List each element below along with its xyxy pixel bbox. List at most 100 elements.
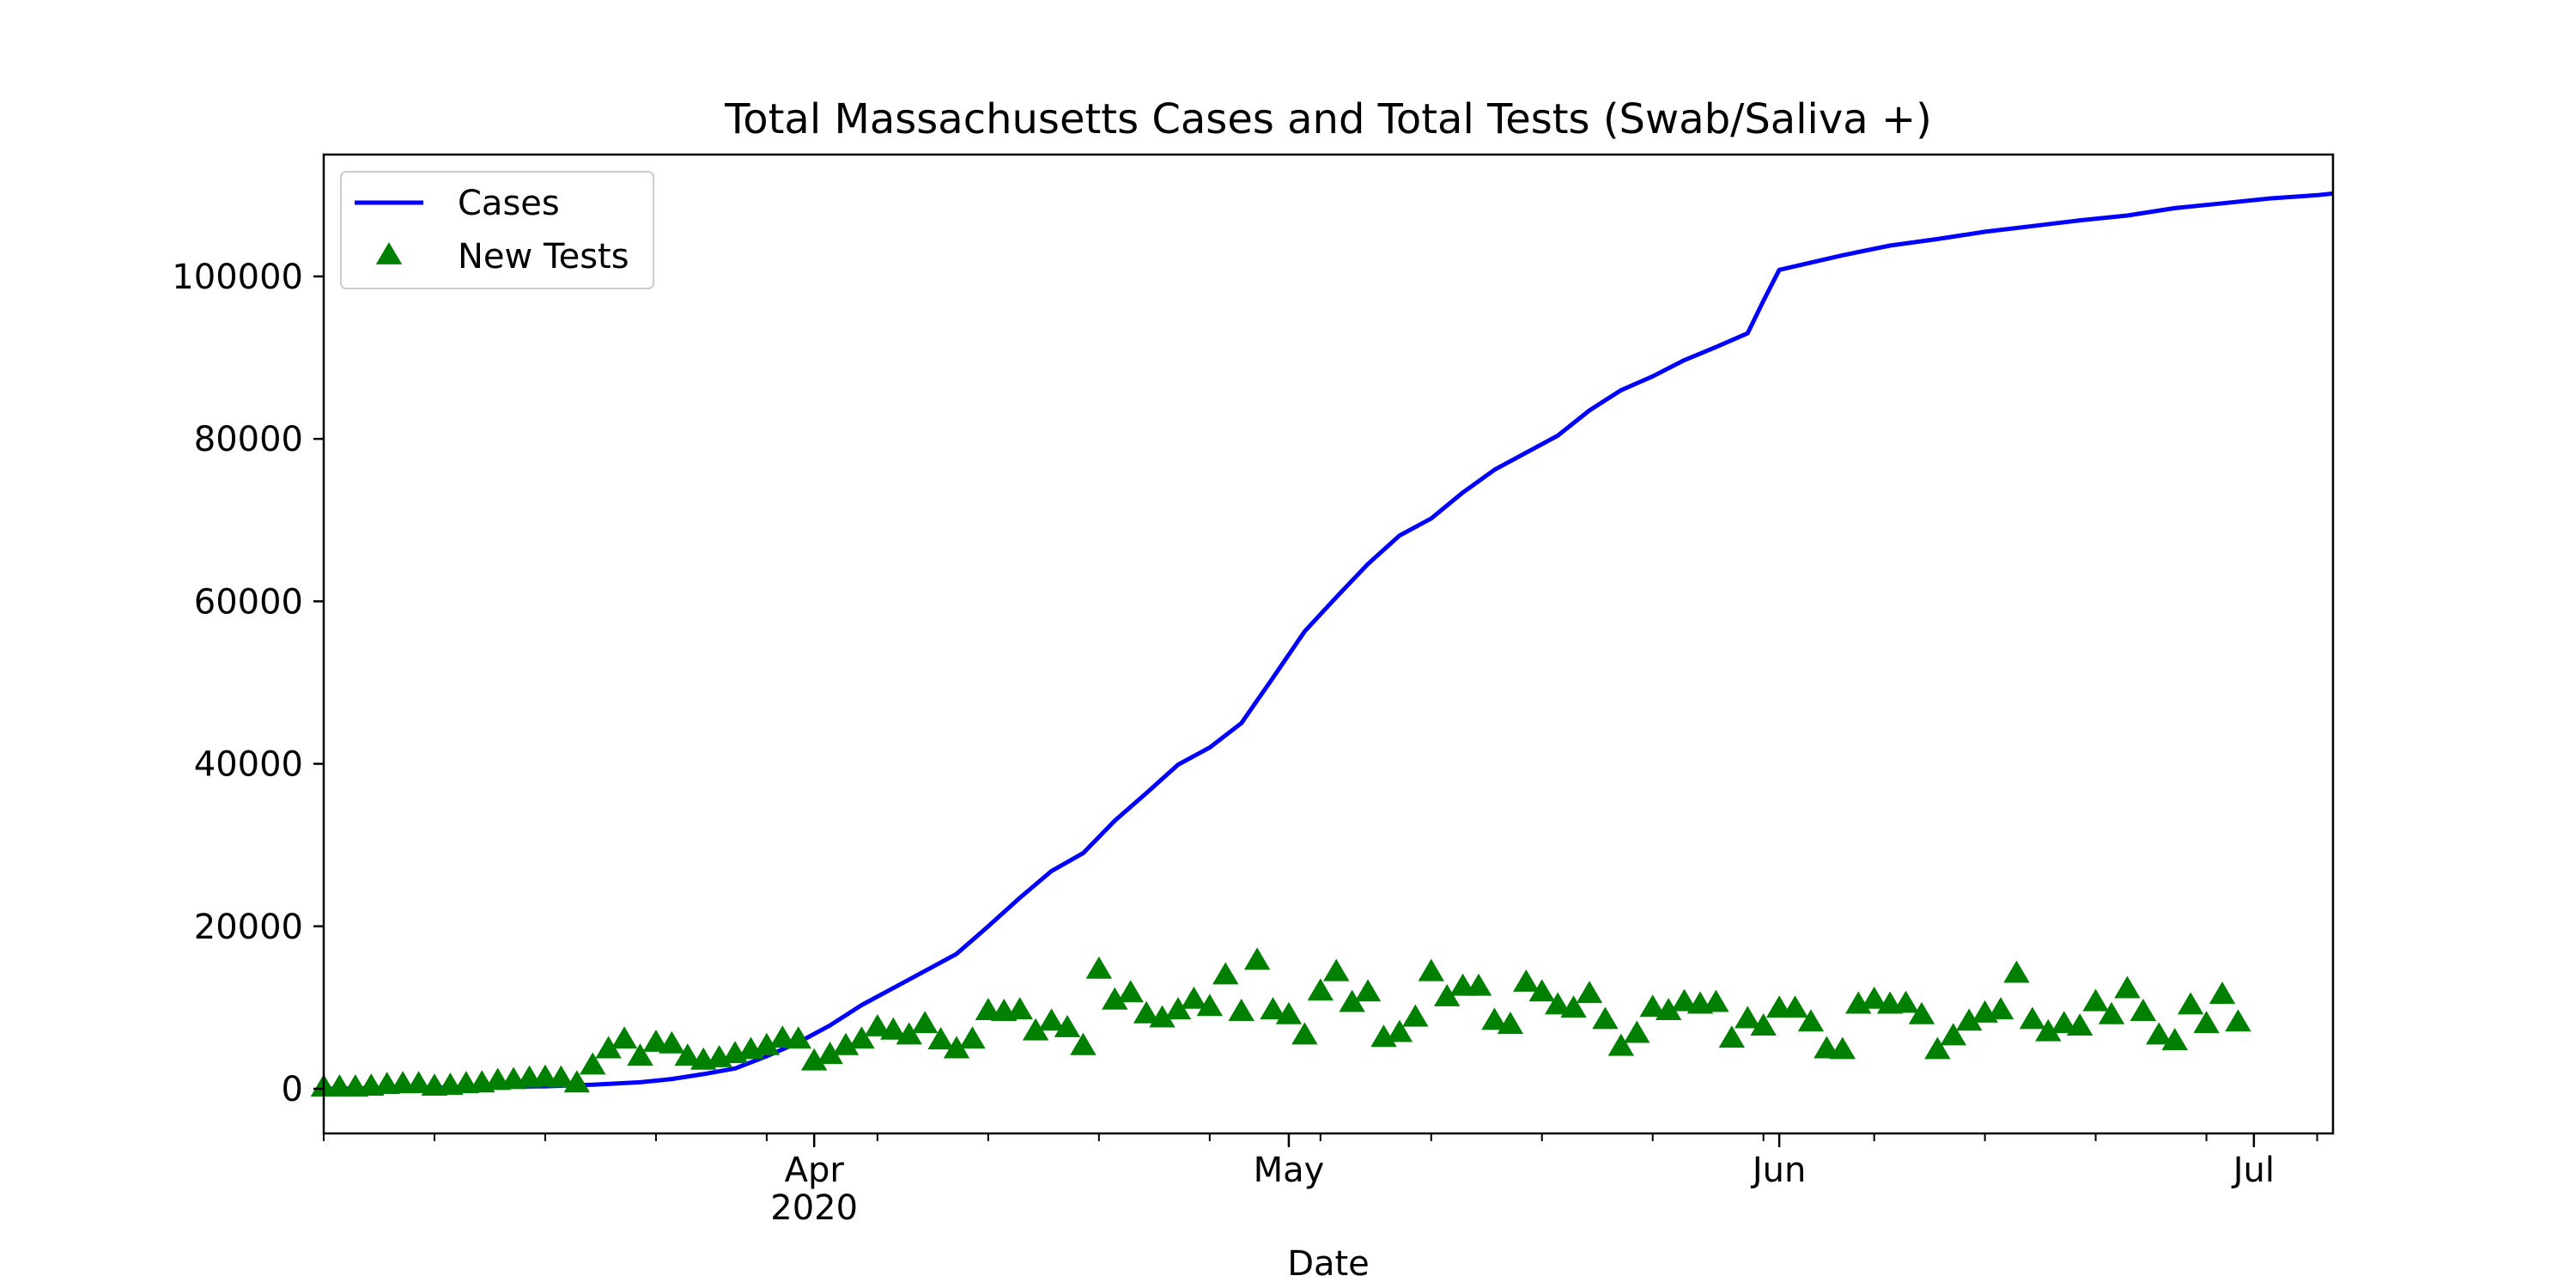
data-point-new-tests bbox=[1639, 994, 1666, 1018]
data-point-new-tests bbox=[1323, 958, 1350, 981]
data-point-new-tests bbox=[2098, 1001, 2125, 1024]
data-point-new-tests bbox=[1006, 997, 1033, 1020]
data-point-new-tests bbox=[611, 1026, 638, 1049]
data-point-new-tests bbox=[1196, 993, 1224, 1017]
y-tick-label: 0 bbox=[282, 1070, 303, 1109]
data-point-new-tests bbox=[627, 1043, 653, 1066]
data-point-new-tests bbox=[563, 1070, 591, 1093]
data-point-new-tests bbox=[1291, 1022, 1318, 1045]
data-point-new-tests bbox=[1228, 999, 1255, 1021]
data-point-new-tests bbox=[1260, 997, 1286, 1020]
data-point-new-tests bbox=[1181, 986, 1207, 1009]
data-point-new-tests bbox=[1054, 1014, 1081, 1037]
data-point-new-tests bbox=[800, 1048, 828, 1071]
y-tick-label: 100000 bbox=[172, 258, 303, 297]
data-point-new-tests bbox=[1354, 979, 1382, 1002]
data-point-new-tests bbox=[595, 1036, 622, 1059]
data-point-new-tests bbox=[2161, 1028, 2188, 1051]
data-point-new-tests bbox=[785, 1026, 811, 1049]
legend-label: Cases bbox=[458, 184, 560, 223]
data-point-new-tests bbox=[1497, 1012, 1524, 1035]
data-point-new-tests bbox=[927, 1027, 954, 1050]
data-point-new-tests bbox=[1861, 986, 1887, 1009]
data-point-new-tests bbox=[2129, 999, 2157, 1021]
legend-label: New Tests bbox=[458, 237, 629, 276]
data-point-new-tests bbox=[832, 1032, 860, 1055]
data-point-new-tests bbox=[1386, 1019, 1413, 1042]
x-tick-label: Jul bbox=[2231, 1151, 2275, 1190]
data-point-new-tests bbox=[1133, 1000, 1160, 1024]
data-point-new-tests bbox=[817, 1042, 843, 1065]
data-point-new-tests bbox=[1528, 979, 1555, 1002]
data-point-new-tests bbox=[1085, 956, 1113, 979]
data-point-new-tests bbox=[943, 1036, 970, 1059]
x-tick-label: Apr bbox=[785, 1151, 845, 1190]
data-point-new-tests bbox=[1782, 995, 1808, 1018]
data-point-new-tests bbox=[659, 1030, 685, 1054]
data-point-new-tests bbox=[1592, 1006, 1619, 1030]
data-point-new-tests bbox=[1402, 1004, 1429, 1027]
data-point-new-tests bbox=[1212, 962, 1239, 985]
data-point-new-tests bbox=[2114, 975, 2141, 999]
data-point-new-tests bbox=[1671, 988, 1698, 1012]
y-tick-label: 40000 bbox=[194, 745, 303, 785]
data-point-new-tests bbox=[1735, 1005, 1761, 1029]
data-point-new-tests bbox=[959, 1026, 986, 1049]
data-point-new-tests bbox=[1022, 1018, 1049, 1041]
data-point-new-tests bbox=[1655, 998, 1682, 1021]
data-point-new-tests bbox=[1607, 1033, 1635, 1056]
data-point-new-tests bbox=[1544, 992, 1571, 1015]
data-point-new-tests bbox=[580, 1052, 606, 1075]
data-point-new-tests bbox=[1987, 997, 2014, 1020]
data-point-new-tests bbox=[405, 1071, 432, 1094]
data-point-new-tests bbox=[1117, 980, 1144, 1003]
data-point-new-tests bbox=[1718, 1025, 1746, 1048]
y-tick-label: 80000 bbox=[194, 420, 303, 459]
data-point-new-tests bbox=[1797, 1009, 1825, 1032]
chart-title: Total Massachusetts Cases and Total Test… bbox=[724, 95, 1932, 143]
data-point-new-tests bbox=[1624, 1020, 1650, 1043]
y-tick-label: 20000 bbox=[194, 908, 303, 947]
data-point-new-tests bbox=[896, 1022, 922, 1045]
data-point-new-tests bbox=[1418, 958, 1444, 981]
data-point-new-tests bbox=[1703, 989, 1729, 1012]
y-tick-label: 60000 bbox=[194, 582, 303, 622]
legend: Cases New Tests bbox=[340, 171, 654, 289]
data-point-new-tests bbox=[1070, 1032, 1097, 1055]
data-point-new-tests bbox=[1307, 978, 1334, 1001]
x-tick-label: Jun bbox=[1750, 1151, 1807, 1190]
data-point-new-tests bbox=[1560, 995, 1587, 1018]
data-point-new-tests bbox=[2208, 981, 2236, 1005]
data-point-new-tests bbox=[1924, 1036, 1951, 1060]
data-point-new-tests bbox=[2050, 1011, 2077, 1034]
data-point-new-tests bbox=[1481, 1007, 1508, 1030]
data-point-new-tests bbox=[2035, 1018, 2062, 1042]
data-point-new-tests bbox=[1339, 989, 1365, 1012]
data-point-new-tests bbox=[2019, 1006, 2046, 1030]
data-point-new-tests bbox=[1038, 1008, 1065, 1031]
data-point-new-tests bbox=[1576, 981, 1603, 1004]
data-point-new-tests bbox=[2146, 1022, 2172, 1045]
data-point-new-tests bbox=[1275, 1001, 1303, 1024]
data-point-new-tests bbox=[1893, 990, 1919, 1013]
data-point-new-tests bbox=[1940, 1023, 1966, 1046]
data-point-new-tests bbox=[2225, 1009, 2251, 1032]
data-point-new-tests bbox=[1465, 973, 1492, 996]
data-point-new-tests bbox=[753, 1032, 781, 1055]
data-point-new-tests bbox=[1513, 969, 1540, 992]
x-axis-label: Date bbox=[1287, 1244, 1370, 1284]
data-point-new-tests bbox=[2177, 992, 2204, 1015]
x-tick-label: May bbox=[1254, 1151, 1325, 1190]
plot-area bbox=[310, 191, 2334, 1097]
data-point-new-tests bbox=[2003, 960, 2030, 983]
data-point-new-tests bbox=[848, 1026, 875, 1049]
data-point-new-tests bbox=[1164, 997, 1192, 1020]
data-point-new-tests bbox=[911, 1011, 939, 1034]
plot-frame bbox=[322, 153, 2335, 1135]
data-point-new-tests bbox=[1102, 987, 1128, 1010]
legend-swatch-new-tests bbox=[375, 242, 403, 264]
data-point-new-tests bbox=[548, 1065, 574, 1088]
data-point-new-tests bbox=[1149, 1005, 1176, 1028]
